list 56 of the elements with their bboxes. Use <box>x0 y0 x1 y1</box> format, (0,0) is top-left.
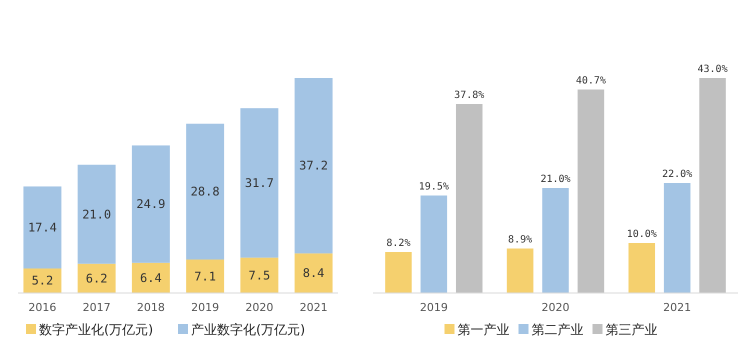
data-label: 10.0% <box>626 229 657 240</box>
bar <box>240 108 278 258</box>
data-label: 7.5 <box>248 268 270 282</box>
bar <box>23 268 62 293</box>
x-tick-label: 2020 <box>245 301 274 314</box>
x-tick-label: 2020 <box>542 301 570 314</box>
bar <box>628 243 656 293</box>
x-tick-label: 2017 <box>82 301 111 314</box>
x-tick-label: 2019 <box>420 301 448 314</box>
bar <box>294 78 333 254</box>
legend-label: 第二产业 <box>532 323 584 338</box>
data-label: 19.5% <box>418 182 449 192</box>
data-label: 21.0 <box>82 207 112 222</box>
bar <box>294 253 333 293</box>
bar <box>186 124 224 260</box>
bar <box>132 262 170 293</box>
data-label: 22.0% <box>662 169 692 180</box>
data-label: 24.9 <box>136 197 166 212</box>
data-label: 28.8 <box>190 184 220 199</box>
data-label: 7.1 <box>194 269 216 284</box>
x-tick-label: 2018 <box>136 301 165 314</box>
bar <box>78 264 116 293</box>
data-label: 8.4 <box>302 266 324 280</box>
bar <box>186 260 224 293</box>
data-label: 37.2 <box>299 158 328 173</box>
data-label: 21.0% <box>540 174 571 185</box>
data-label: 6.4 <box>140 270 162 285</box>
bar <box>385 252 412 293</box>
data-label: 37.8% <box>454 90 484 101</box>
bar <box>240 258 278 293</box>
legend-label: 第一产业 <box>458 323 510 338</box>
data-label: 43.0% <box>698 64 728 75</box>
data-label: 6.2 <box>86 271 108 286</box>
x-tick-label: 2021 <box>663 301 692 314</box>
bar <box>78 164 116 264</box>
bar <box>542 188 569 293</box>
data-label: 17.4 <box>28 220 57 234</box>
bar <box>420 196 448 293</box>
x-tick-label: 2021 <box>300 301 328 314</box>
x-tick-label: 2019 <box>191 301 220 314</box>
data-label: 8.2% <box>386 238 410 249</box>
bar <box>699 78 726 293</box>
legend-label: 产业数字化(万亿元) <box>191 322 306 338</box>
legend-label: 第三产业 <box>606 323 658 338</box>
data-label: 5.2 <box>32 274 54 288</box>
bar <box>456 104 482 293</box>
data-label: 31.7 <box>244 176 274 190</box>
bar <box>132 145 170 263</box>
data-label: 8.9% <box>508 234 532 246</box>
bar <box>23 186 62 268</box>
bar <box>664 183 690 293</box>
x-tick-label: 2016 <box>28 301 56 314</box>
bar <box>578 90 604 293</box>
data-label: 40.7% <box>576 76 606 86</box>
bar <box>506 248 534 293</box>
legend-label: 数字产业化(万亿元) <box>39 322 154 338</box>
